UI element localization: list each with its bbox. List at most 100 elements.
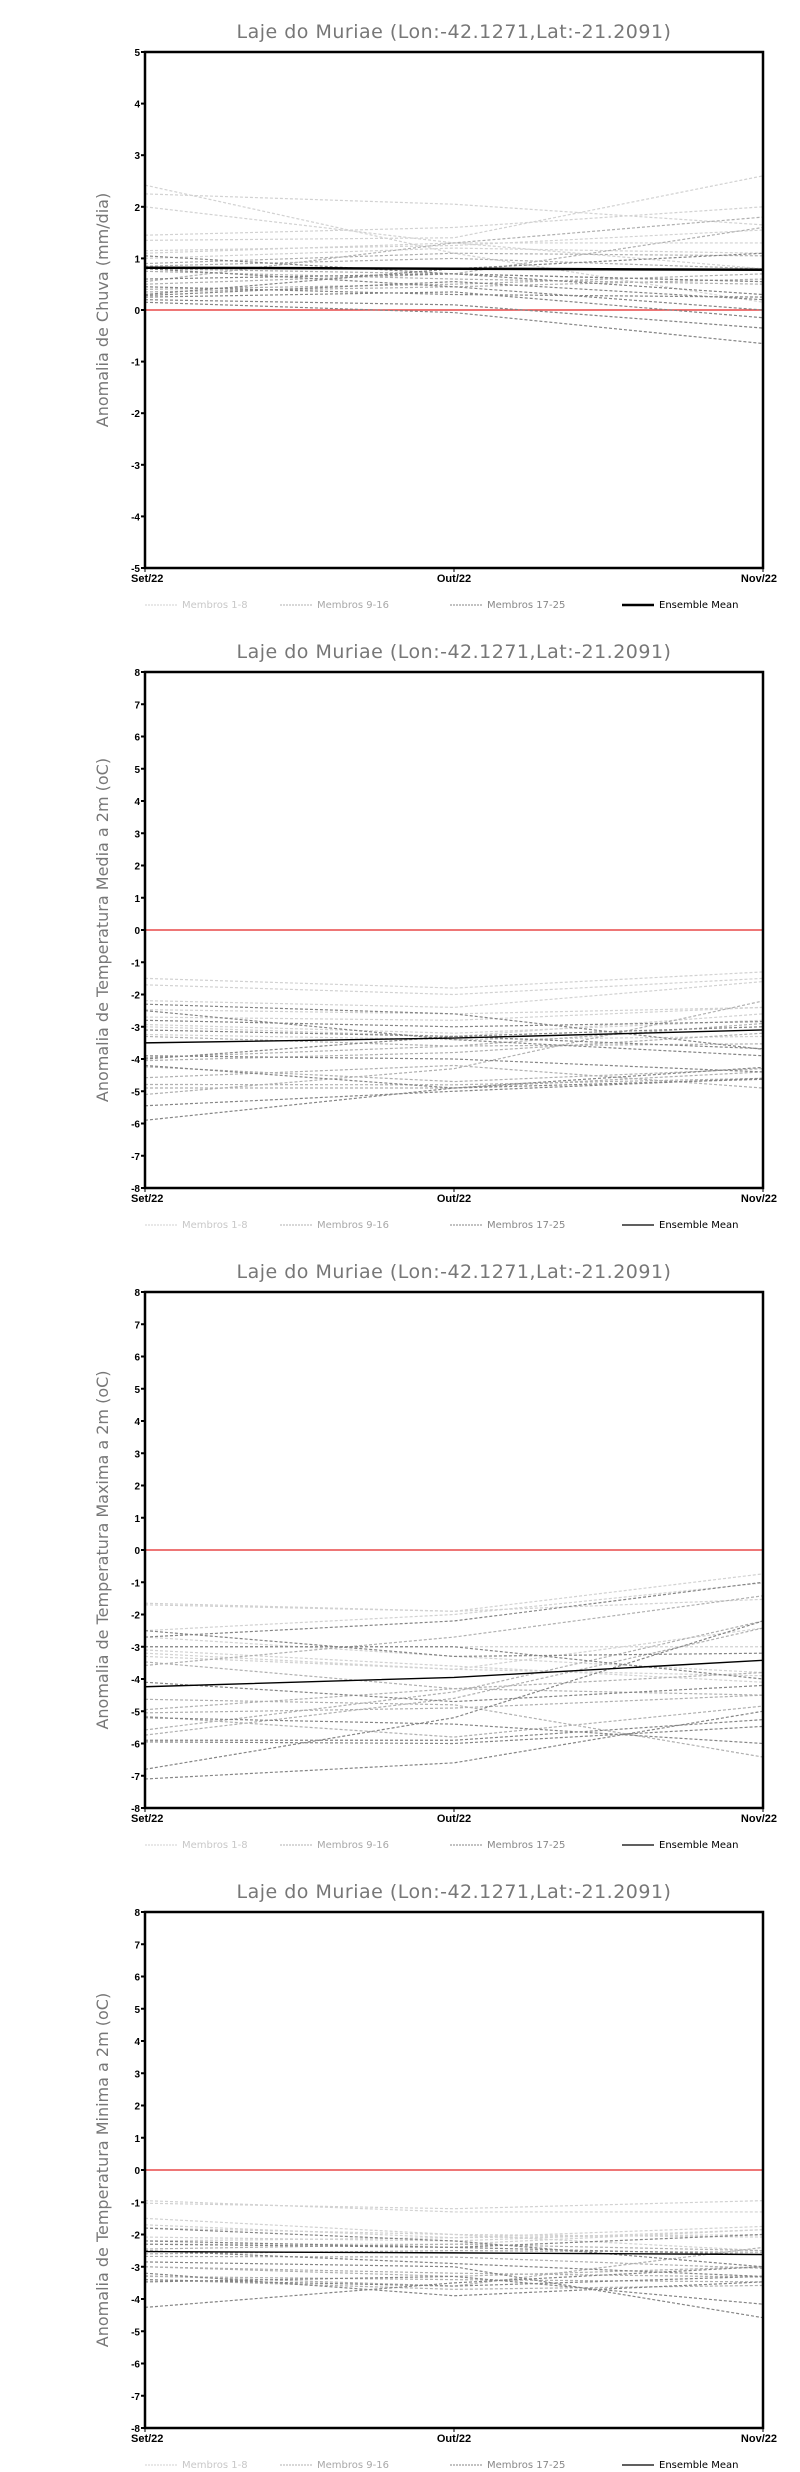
x-tick-label: Out/22 (437, 573, 471, 585)
member-line-4 (144, 1636, 764, 1674)
y-axis-label: Anomalia de Chuva (mm/dia) (93, 193, 112, 427)
y-tick-label: 1 (134, 254, 140, 265)
y-tick-label: 1 (134, 1514, 140, 1525)
y-tick-label: 3 (134, 829, 140, 840)
member-line-11 (144, 2255, 764, 2269)
plot-frame (143, 50, 765, 570)
y-tick-label: 1 (134, 894, 140, 905)
member-line-21 (144, 1630, 764, 1658)
member-line-21 (144, 301, 764, 345)
member-line-11 (144, 1698, 764, 1758)
legend-label-ensemble-mean: Ensemble Mean (659, 1840, 738, 1851)
y-tick-label: -4 (131, 512, 140, 523)
member-line-17 (144, 2275, 764, 2305)
member-line-6 (144, 1649, 764, 1683)
ensemble-mean-line (144, 2250, 764, 2256)
y-tick-label: 8 (134, 668, 140, 679)
x-tick-label: Set/22 (131, 1193, 163, 1205)
x-tick-label: Nov/22 (741, 1193, 777, 1205)
member-line-14 (144, 2246, 764, 2287)
plot-frame (143, 1290, 765, 1810)
member-line-6 (144, 2229, 764, 2242)
member-line-15 (144, 1620, 764, 1731)
member-line-1 (144, 184, 764, 303)
member-line-2 (144, 1573, 764, 1612)
member-line-13 (144, 2266, 764, 2278)
chart-2: Laje do Muriae (Lon:-42.1271,Lat:-21.209… (93, 641, 777, 1231)
y-tick-label: 6 (134, 733, 140, 744)
x-tick-label: Nov/22 (741, 573, 777, 585)
y-tick-label: 4 (134, 2037, 140, 2048)
chart-title: Laje do Muriae (Lon:-42.1271,Lat:-21.209… (237, 641, 672, 663)
y-tick-label: -7 (131, 1772, 140, 1783)
member-line-22 (144, 1010, 764, 1057)
member-line-24 (144, 2275, 764, 2287)
y-axis-label: Anomalia de Temperatura Media a 2m (oC) (93, 758, 112, 1102)
ensemble-mean-line (144, 1029, 764, 1044)
legend-label-members-9-16: Membros 9-16 (317, 2460, 389, 2471)
member-line-22 (145, 1646, 764, 1680)
member-line-22 (144, 286, 764, 298)
y-tick-label: 4 (134, 100, 140, 111)
member-line-1 (144, 971, 764, 989)
y-tick-label: 6 (134, 1353, 140, 1364)
ensemble-mean-line (144, 266, 764, 272)
legend: Membros 1-8 Membros 9-16 Membros 17-25 Ense… (145, 1840, 738, 1851)
y-tick-label: 2 (134, 2102, 140, 2113)
x-tick-label: Set/22 (131, 573, 163, 585)
member-line-10 (144, 257, 764, 270)
chart-3: Laje do Muriae (Lon:-42.1271,Lat:-21.209… (93, 1261, 777, 1851)
member-line-2 (144, 193, 764, 226)
member-line-23 (144, 1029, 764, 1050)
legend-label-members-9-16: Membros 9-16 (317, 1220, 389, 1231)
y-tick-label: 5 (134, 48, 140, 59)
y-tick-label: 0 (134, 2166, 140, 2177)
y-tick-label: -5 (131, 1707, 140, 1718)
y-tick-label: -1 (131, 2198, 140, 2209)
member-line-19 (144, 291, 764, 319)
y-tick-label: -1 (131, 1578, 140, 1589)
x-tick-label: Set/22 (131, 2433, 163, 2445)
legend-label-members-1-8: Membros 1-8 (182, 1220, 248, 1231)
y-tick-label: -3 (131, 1023, 140, 1034)
member-line-12 (144, 270, 764, 285)
member-line-22 (144, 2250, 764, 2278)
member-line-20 (144, 2272, 764, 2297)
chart-title: Laje do Muriae (Lon:-42.1271,Lat:-21.209… (237, 21, 672, 43)
y-tick-label: -2 (131, 409, 140, 420)
member-line-1 (144, 2200, 763, 2213)
member-line-14 (144, 226, 764, 285)
y-tick-label: -6 (131, 1740, 140, 1751)
y-tick-label: 4 (134, 797, 140, 808)
member-line-18 (144, 1725, 764, 1745)
y-tick-label: -2 (131, 991, 140, 1002)
y-tick-label: 7 (134, 1940, 140, 1951)
legend-label-members-17-25: Membros 17-25 (487, 2460, 565, 2471)
member-line-1 (144, 1598, 764, 1612)
y-tick-label: -4 (131, 1675, 140, 1686)
y-tick-label: 7 (134, 1320, 140, 1331)
chart-1: Laje do Muriae (Lon:-42.1271,Lat:-21.209… (93, 21, 777, 611)
member-line-9 (144, 2243, 764, 2252)
x-tick-label: Out/22 (437, 1813, 471, 1825)
y-tick-label: -3 (131, 1643, 140, 1654)
y-tick-label: -2 (131, 1611, 140, 1622)
member-line-19 (144, 2261, 764, 2319)
member-line-10 (144, 1022, 764, 1059)
member-line-2 (144, 977, 764, 996)
y-tick-label: -4 (131, 1055, 140, 1066)
chart-4: Laje do Muriae (Lon:-42.1271,Lat:-21.209… (93, 1881, 777, 2471)
member-line-17 (145, 1719, 764, 1741)
y-tick-label: -5 (131, 2327, 140, 2338)
y-axis-label: Anomalia de Temperatura Minima a 2m (oC) (93, 1993, 112, 2347)
legend-label-members-1-8: Membros 1-8 (182, 600, 248, 611)
member-line-9 (144, 1661, 764, 1690)
member-line-13 (144, 1694, 764, 1714)
member-line-13 (144, 216, 764, 283)
y-tick-label: -1 (131, 958, 140, 969)
y-tick-label: -4 (131, 2295, 140, 2306)
y-tick-label: 3 (134, 151, 140, 162)
chart-title: Laje do Muriae (Lon:-42.1271,Lat:-21.209… (237, 1881, 672, 1903)
chart-title: Laje do Muriae (Lon:-42.1271,Lat:-21.209… (237, 1261, 672, 1283)
y-tick-label: 3 (134, 2069, 140, 2080)
